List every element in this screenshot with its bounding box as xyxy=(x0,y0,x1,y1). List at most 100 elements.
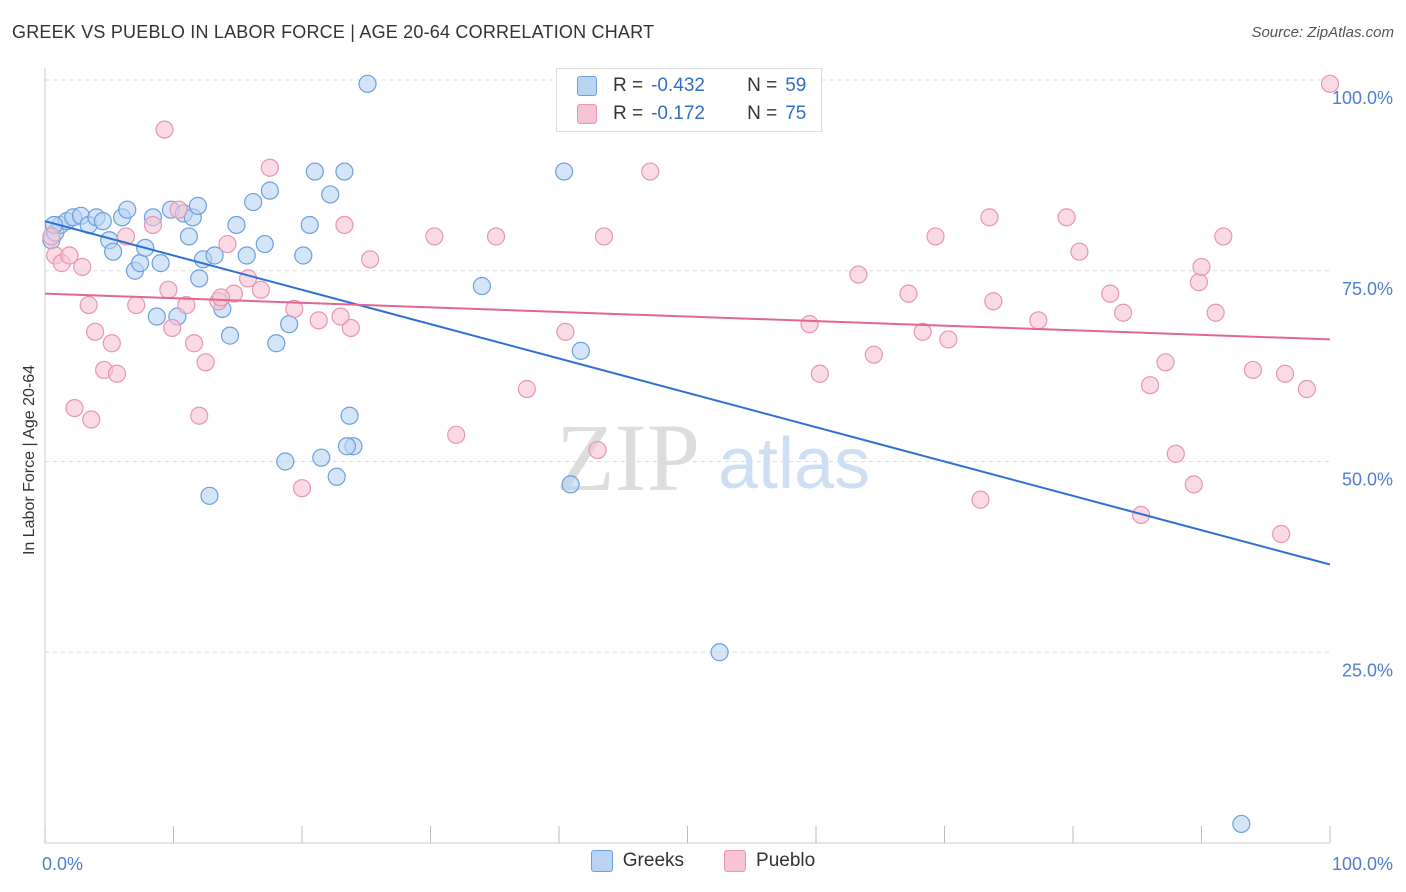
pueblo-point[interactable] xyxy=(1101,284,1120,303)
pueblo-point[interactable] xyxy=(143,215,163,235)
greeks-point[interactable] xyxy=(200,486,219,505)
pueblo-point[interactable] xyxy=(594,227,614,246)
pueblo-point[interactable] xyxy=(517,379,536,399)
pueblo-point[interactable] xyxy=(984,292,1003,311)
greeks-point[interactable] xyxy=(220,326,240,345)
greeks-point[interactable] xyxy=(118,200,137,219)
pueblo-point[interactable] xyxy=(163,318,182,338)
pueblo-point[interactable] xyxy=(361,250,380,269)
pueblo-point[interactable] xyxy=(285,299,304,318)
pueblo-point[interactable] xyxy=(939,330,958,349)
pueblo-point[interactable] xyxy=(1214,227,1233,246)
greeks-point[interactable] xyxy=(227,215,246,235)
pueblo-point[interactable] xyxy=(79,295,98,315)
greeks-point[interactable] xyxy=(305,162,324,181)
pueblo-point[interactable] xyxy=(251,280,270,299)
greeks-point[interactable] xyxy=(327,467,346,486)
pueblo-point[interactable] xyxy=(341,318,360,338)
greeks-point[interactable] xyxy=(321,185,340,204)
pueblo-point[interactable] xyxy=(641,162,660,181)
pueblo-point[interactable] xyxy=(155,120,174,139)
pueblo-point[interactable] xyxy=(447,425,466,444)
pueblo-point[interactable] xyxy=(1275,364,1295,383)
pueblo-point[interactable] xyxy=(980,208,999,227)
pueblo-point[interactable] xyxy=(196,353,215,372)
pueblo-point[interactable] xyxy=(177,295,196,315)
pueblo-point[interactable] xyxy=(1140,376,1160,395)
legend-item-greeks[interactable]: Greeks xyxy=(590,850,684,872)
greeks-point[interactable] xyxy=(335,162,354,181)
pueblo-point[interactable] xyxy=(190,406,209,425)
greeks-point[interactable] xyxy=(151,254,170,273)
pueblo-point[interactable] xyxy=(800,315,819,334)
pueblo-point[interactable] xyxy=(849,265,868,284)
pueblo-point[interactable] xyxy=(65,398,84,418)
greeks-point[interactable] xyxy=(104,242,123,261)
pueblo-point[interactable] xyxy=(184,334,204,353)
pueblo-point[interactable] xyxy=(1320,74,1340,93)
pueblo-point[interactable] xyxy=(107,364,127,383)
greeks-point[interactable] xyxy=(130,254,150,273)
pueblo-point[interactable] xyxy=(926,227,945,246)
pueblo-point[interactable] xyxy=(1297,379,1316,399)
pueblo-point[interactable] xyxy=(588,440,607,460)
pueblo-point[interactable] xyxy=(86,322,105,341)
pueblo-point[interactable] xyxy=(211,288,231,307)
pueblo-point[interactable] xyxy=(1192,257,1211,277)
pueblo-point[interactable] xyxy=(102,334,121,353)
pueblo-point[interactable] xyxy=(42,227,61,246)
pueblo-point[interactable] xyxy=(1272,524,1291,544)
pueblo-point[interactable] xyxy=(159,280,178,299)
greeks-point[interactable] xyxy=(205,246,224,265)
greeks-point[interactable] xyxy=(188,196,208,215)
greeks-point[interactable] xyxy=(710,643,729,662)
pueblo-point[interactable] xyxy=(127,295,146,315)
pueblo-point[interactable] xyxy=(1184,475,1203,494)
greeks-point[interactable] xyxy=(561,475,580,494)
pueblo-point[interactable] xyxy=(169,200,188,219)
greeks-point[interactable] xyxy=(244,192,263,212)
greeks-point[interactable] xyxy=(260,181,279,200)
pueblo-point[interactable] xyxy=(556,322,575,341)
pueblo-point[interactable] xyxy=(335,215,354,235)
pueblo-point[interactable] xyxy=(218,234,237,254)
greeks-point[interactable] xyxy=(555,162,574,181)
legend-item-pueblo[interactable]: Pueblo xyxy=(724,850,815,872)
greeks-point[interactable] xyxy=(294,246,313,265)
pueblo-point[interactable] xyxy=(73,257,92,277)
greeks-point[interactable] xyxy=(267,334,286,353)
pueblo-point[interactable] xyxy=(1206,303,1225,322)
greeks-point[interactable] xyxy=(255,234,274,254)
pueblo-point[interactable] xyxy=(1114,303,1133,322)
pueblo-point[interactable] xyxy=(1057,208,1076,227)
pueblo-point[interactable] xyxy=(486,227,506,246)
greeks-point[interactable] xyxy=(312,448,331,467)
greeks-point[interactable] xyxy=(276,452,295,471)
pueblo-point[interactable] xyxy=(1029,311,1048,330)
pueblo-point[interactable] xyxy=(425,227,444,246)
greeks-point[interactable] xyxy=(93,212,112,231)
greeks-point[interactable] xyxy=(300,215,319,235)
greeks-point[interactable] xyxy=(571,341,590,360)
pueblo-point[interactable] xyxy=(1070,242,1089,261)
greeks-point[interactable] xyxy=(472,276,491,296)
greeks-point[interactable] xyxy=(340,406,359,425)
pueblo-point[interactable] xyxy=(810,364,829,383)
pueblo-point[interactable] xyxy=(1166,444,1185,463)
greeks-point[interactable] xyxy=(337,437,357,456)
greeks-point[interactable] xyxy=(1232,814,1251,834)
pueblo-point[interactable] xyxy=(1156,353,1175,372)
pueblo-point[interactable] xyxy=(899,284,918,303)
pueblo-point[interactable] xyxy=(60,246,79,265)
greeks-point[interactable] xyxy=(358,74,377,93)
greeks-point[interactable] xyxy=(280,315,299,334)
pueblo-point[interactable] xyxy=(1243,360,1263,380)
pueblo-point[interactable] xyxy=(309,311,328,330)
greeks-point[interactable] xyxy=(237,246,256,265)
pueblo-point[interactable] xyxy=(1189,273,1209,292)
greeks-point[interactable] xyxy=(190,269,209,288)
pueblo-point[interactable] xyxy=(82,410,101,429)
greeks-point[interactable] xyxy=(147,307,166,326)
pueblo-point[interactable] xyxy=(864,345,883,364)
pueblo-point[interactable] xyxy=(260,158,279,177)
